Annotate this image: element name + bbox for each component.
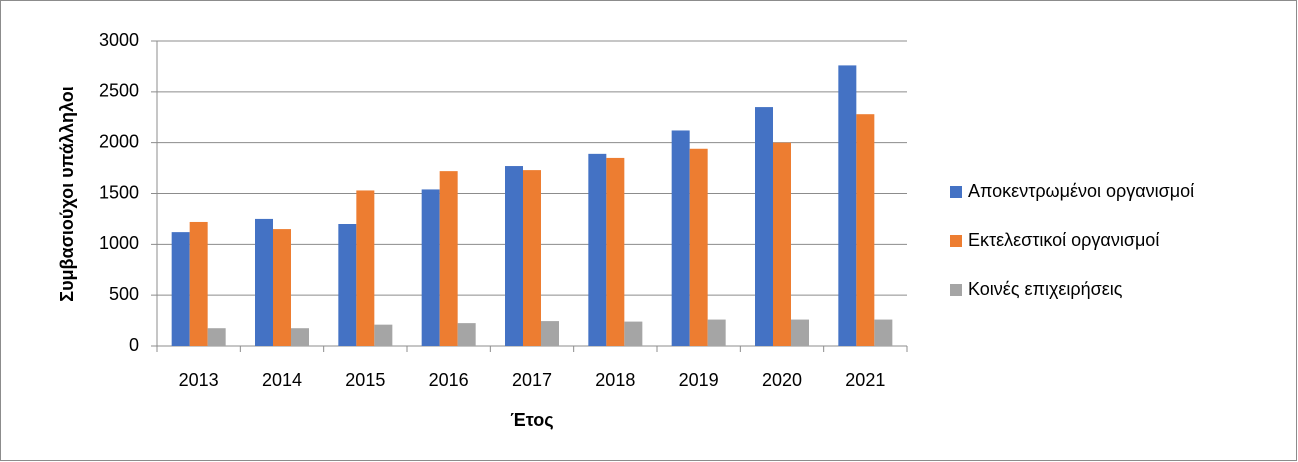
bar: [523, 170, 541, 346]
x-tick-label: 2016: [429, 370, 469, 390]
bar: [606, 157, 625, 346]
bar: [189, 221, 208, 346]
x-tick-label: 2019: [679, 370, 719, 390]
y-tick-label: 2500: [99, 81, 139, 101]
bar: [171, 232, 190, 346]
x-tick-label: 2014: [262, 370, 302, 390]
bar: [689, 148, 708, 346]
x-tick-label: 2015: [345, 370, 385, 390]
y-tick-label: 500: [109, 284, 139, 304]
bar: [439, 171, 458, 346]
y-tick-label: 2000: [99, 131, 139, 151]
legend-label: Εκτελεστικοί οργανισμοί: [968, 230, 1159, 250]
bar: [457, 323, 476, 346]
x-tick-label: 2017: [512, 370, 552, 390]
bar: [273, 229, 291, 346]
legend-swatch: [950, 284, 962, 296]
bar: [338, 224, 357, 346]
bar: [773, 142, 791, 346]
bar: [541, 321, 559, 346]
bar: [856, 114, 875, 346]
x-tick-label: 2018: [595, 370, 635, 390]
bar: [791, 319, 809, 346]
bar: [874, 319, 893, 346]
bar: [505, 166, 523, 346]
bar: [838, 65, 857, 347]
x-tick-label: 2020: [762, 370, 802, 390]
bar: [588, 153, 607, 346]
y-tick-label: 1500: [99, 182, 139, 202]
y-axis-title: Συμβασιούχοι υπάλληλοι: [57, 86, 77, 301]
y-tick-label: 0: [129, 335, 139, 355]
bar: [707, 319, 726, 346]
bar: [421, 189, 440, 346]
y-tick-label: 1000: [99, 233, 139, 253]
legend-swatch: [950, 186, 962, 198]
bar: [207, 328, 226, 346]
legend-swatch: [950, 235, 962, 247]
x-tick-label: 2013: [179, 370, 219, 390]
bar: [291, 328, 309, 346]
y-tick-label: 3000: [99, 30, 139, 50]
bar: [624, 321, 643, 346]
bar: [374, 324, 393, 346]
bar: [671, 130, 690, 346]
bar: [255, 218, 273, 346]
bar: [755, 107, 773, 346]
bar: [356, 190, 375, 346]
x-axis-title: Έτος: [510, 410, 553, 430]
legend-label: Κοινές επιχειρήσεις: [968, 279, 1123, 299]
x-tick-label: 2021: [845, 370, 885, 390]
legend-label: Αποκεντρωμένοι οργανισμοί: [968, 181, 1194, 201]
